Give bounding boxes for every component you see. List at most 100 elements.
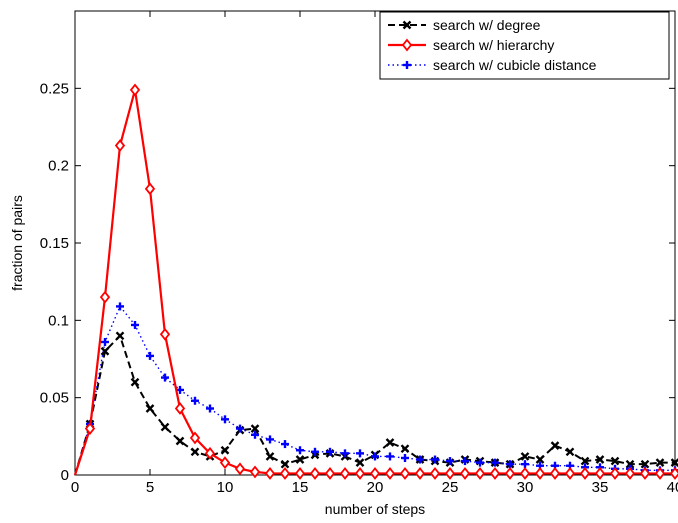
data-point: [474, 467, 486, 480]
data-point: [476, 458, 484, 467]
x-tick-label: 5: [146, 479, 154, 496]
data-point: [265, 452, 275, 461]
data-point: [354, 467, 366, 480]
data-point: [550, 441, 560, 450]
series-search-w-hierarchy: [73, 83, 678, 480]
y-axis-title: fraction of pairs: [9, 195, 25, 291]
data-point: [190, 447, 200, 457]
data-point: [266, 435, 274, 444]
legend-label: search w/ cubicle distance: [433, 57, 597, 73]
x-tick-label: 15: [292, 479, 309, 496]
data-point: [385, 438, 395, 447]
x-tick-label: 35: [592, 479, 609, 496]
x-tick-label: 10: [217, 479, 234, 496]
data-point: [655, 458, 665, 467]
y-tick-label: 0.2: [48, 158, 69, 175]
data-point: [429, 467, 441, 480]
data-point: [610, 456, 620, 466]
data-point: [161, 373, 169, 382]
data-point: [84, 422, 96, 436]
data-point: [565, 447, 575, 457]
data-point: [519, 467, 531, 480]
data-point: [129, 83, 141, 97]
data-point: [520, 452, 530, 461]
data-point: [640, 459, 650, 469]
x-axis-title: number of steps: [325, 501, 425, 517]
data-point: [371, 452, 379, 461]
data-point: [355, 458, 365, 467]
data-point: [191, 396, 199, 405]
data-point: [175, 436, 185, 446]
data-point: [99, 290, 111, 304]
data-point: [339, 467, 351, 480]
data-point: [114, 139, 126, 153]
legend: search w/ degree search w/ hierarchy searc…: [379, 11, 670, 80]
y-tick-label: 0.1: [48, 312, 69, 329]
y-tick-label: 0.05: [40, 390, 69, 407]
data-point: [579, 467, 591, 480]
data-point: [294, 467, 306, 480]
data-point: [534, 467, 546, 480]
data-point: [549, 467, 561, 480]
data-point: [386, 452, 394, 461]
data-point: [204, 446, 216, 460]
data-point: [461, 457, 469, 466]
data-point: [595, 455, 605, 464]
data-point: [489, 467, 501, 480]
data-point: [594, 467, 606, 480]
data-point: [131, 320, 139, 329]
data-point: [309, 467, 321, 480]
data-point: [535, 455, 545, 464]
data-point: [403, 61, 411, 69]
legend-label: search w/ hierarchy: [433, 37, 554, 53]
data-point: [189, 431, 201, 445]
data-point: [279, 467, 291, 480]
y-tick-label: 0.25: [40, 80, 69, 97]
data-point: [236, 424, 244, 433]
data-point: [459, 467, 471, 480]
x-tick-label: 20: [367, 479, 384, 496]
data-point: [251, 430, 259, 439]
data-point: [264, 467, 276, 480]
data-point: [444, 467, 456, 480]
data-point: [130, 377, 140, 387]
data-point: [506, 460, 514, 469]
data-point: [295, 455, 305, 464]
x-tick-label: 30: [517, 479, 534, 496]
data-point: [609, 467, 621, 480]
legend-item: search w/ degree: [388, 17, 541, 33]
y-tick-label: 0.15: [40, 235, 69, 252]
plot-area: [74, 10, 676, 476]
data-point: [220, 445, 230, 455]
data-point: [624, 467, 636, 480]
data-point: [356, 449, 364, 458]
legend-item: search w/ hierarchy: [388, 37, 554, 53]
data-point: [145, 404, 155, 413]
data-point: [116, 302, 124, 311]
data-point: [369, 467, 381, 480]
data-point: [402, 20, 412, 30]
data-point: [521, 460, 529, 469]
data-point: [250, 424, 260, 433]
data-point: [115, 331, 125, 341]
data-point: [234, 462, 246, 476]
data-point: [341, 449, 349, 458]
data-point: [625, 459, 635, 469]
data-point: [100, 346, 110, 356]
data-point: [639, 467, 651, 480]
y-axis: 0 0.05 0.1 0.15 0.2 0.25: [40, 80, 675, 484]
data-point: [400, 444, 410, 454]
data-point: [221, 415, 229, 424]
data-point: [670, 458, 678, 467]
data-point: [281, 440, 289, 449]
data-point: [384, 467, 396, 480]
data-point: [219, 456, 231, 470]
data-point: [431, 455, 439, 464]
data-point: [206, 404, 214, 413]
data-point: [446, 457, 454, 466]
series-search-w-cubicle-distance: [74, 302, 678, 476]
data-point: [160, 422, 170, 432]
data-point: [491, 458, 499, 467]
x-tick-label: 0: [71, 479, 79, 496]
